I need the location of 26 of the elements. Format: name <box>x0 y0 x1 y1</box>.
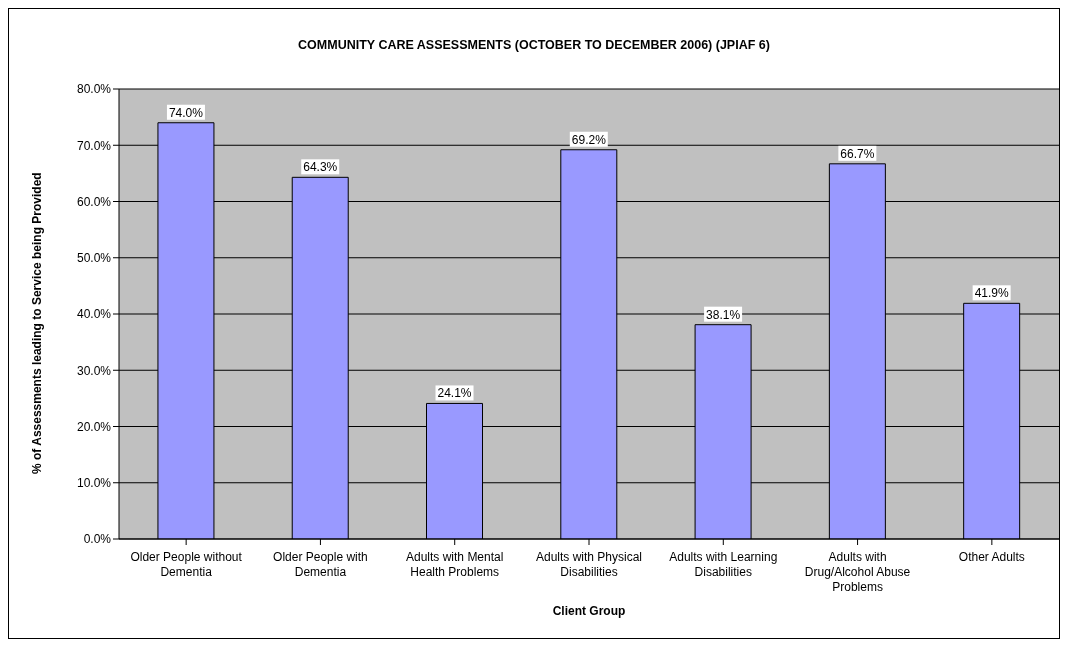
x-tick-label: Adults with Physical Disabilities <box>535 550 643 579</box>
y-tick-label: 20.0% <box>76 419 112 434</box>
y-tick-label: 40.0% <box>76 307 112 322</box>
y-tick-label: 80.0% <box>76 82 112 97</box>
y-tick-label: 0.0% <box>83 532 112 547</box>
data-label: 74.0% <box>168 105 204 120</box>
chart-title: COMMUNITY CARE ASSESSMENTS (OCTOBER TO DECEMBER 2006) (JPIAF 6) <box>297 38 771 52</box>
y-tick-label: 10.0% <box>76 476 112 491</box>
data-label: 66.7% <box>840 146 875 161</box>
y-tick-label: 70.0% <box>76 138 112 153</box>
data-label: 24.1% <box>437 386 472 401</box>
y-tick-label: 50.0% <box>76 251 112 266</box>
x-tick-label: Older People with Dementia <box>273 550 368 579</box>
x-tick-label: Adults with Mental Health Problems <box>406 550 504 579</box>
data-label: 64.3% <box>303 160 338 175</box>
x-tick-label: Adults with Learning Disabilities <box>669 550 778 579</box>
data-label: 69.2% <box>571 132 607 147</box>
data-label: 38.1% <box>706 307 741 322</box>
y-axis-title: % of Assessments leading to Service being Provided <box>30 172 45 474</box>
x-axis-title: Client Group <box>552 604 626 618</box>
x-tick-label: Adults with Drug/Alcohol Abuse Problems <box>804 550 911 594</box>
x-tick-label: Older People without Dementia <box>130 550 243 579</box>
y-tick-label: 60.0% <box>76 194 112 209</box>
y-tick-label: 30.0% <box>76 363 112 378</box>
x-tick-label: Other Adults <box>958 550 1025 564</box>
data-label: 41.9% <box>974 286 1009 301</box>
